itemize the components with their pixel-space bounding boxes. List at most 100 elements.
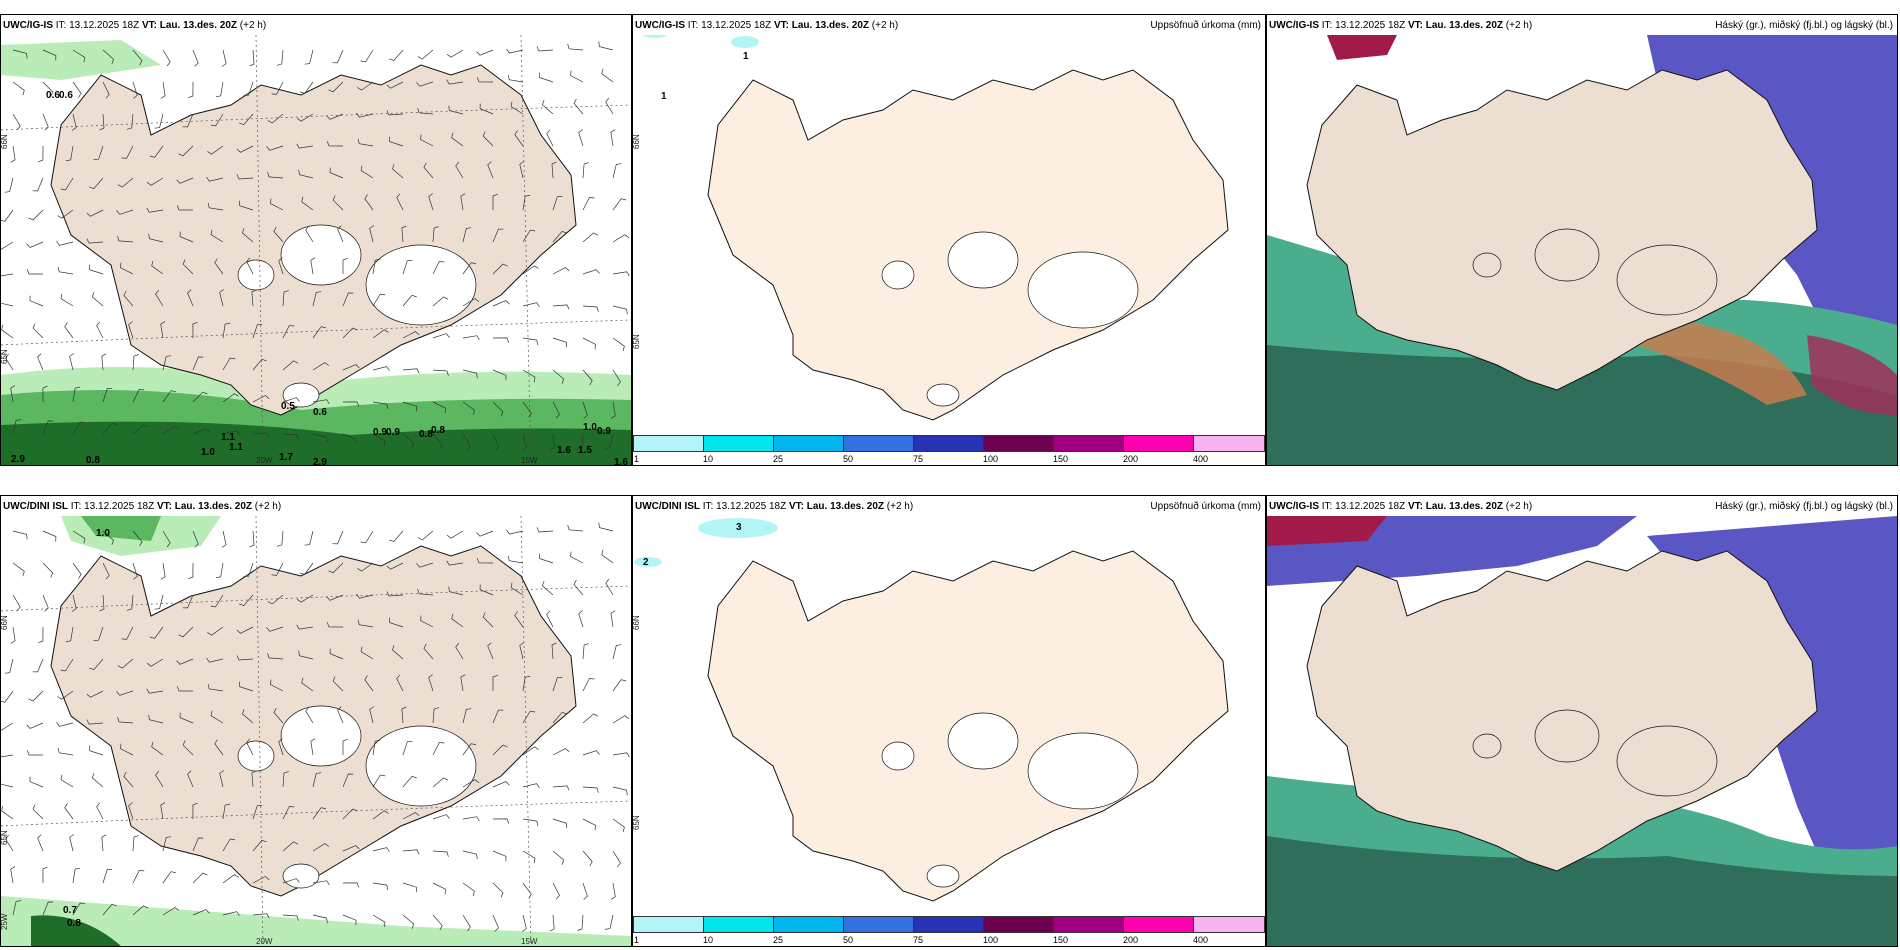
- wind-barb: [252, 876, 270, 884]
- colorbar-tick: 200: [1123, 935, 1139, 945]
- svg-text:65N: 65N: [633, 334, 641, 349]
- wind-barb: [369, 706, 375, 724]
- wind-barb: [162, 355, 172, 371]
- svg-text:0.9: 0.9: [373, 427, 387, 438]
- wind-barb: [487, 642, 494, 660]
- wind-barb: [492, 263, 508, 275]
- wind-barb: [252, 805, 263, 820]
- wind-barb: [312, 880, 330, 886]
- wind-barb: [214, 739, 224, 756]
- wind-barb: [610, 129, 616, 147]
- wind-barb: [612, 818, 625, 833]
- wind-barb: [276, 49, 284, 66]
- wind-barb: [372, 329, 389, 339]
- wind-barb: [236, 145, 254, 153]
- wind-barb: [126, 113, 134, 130]
- wind-barb: [214, 258, 224, 275]
- wind-barb: [372, 914, 386, 928]
- wind-barb: [476, 49, 494, 56]
- wind-barb: [10, 626, 16, 644]
- wind-barb: [146, 658, 164, 667]
- wind-barb: [37, 834, 44, 852]
- wind-barb: [206, 657, 224, 663]
- wind-barb: [72, 386, 80, 403]
- svg-text:0.6: 0.6: [46, 90, 60, 101]
- wind-barb: [282, 771, 289, 788]
- wind-barb: [601, 68, 614, 83]
- wind-barb: [282, 360, 299, 371]
- wind-barb: [271, 81, 284, 95]
- wind-barb: [522, 882, 532, 899]
- wind-barb: [192, 872, 208, 884]
- wind-barb: [479, 584, 494, 596]
- wind-barb: [26, 269, 43, 275]
- wind-barb: [65, 626, 74, 643]
- wind-barb: [154, 594, 164, 610]
- wind-barb: [251, 289, 257, 307]
- colorbar-box: [843, 435, 914, 452]
- wind-barb: [612, 644, 622, 660]
- svg-text:0.9: 0.9: [597, 426, 611, 437]
- wind-barb: [312, 399, 330, 405]
- precip-value-labels: 1.0 0.7 0.8: [63, 528, 110, 929]
- wind-barb: [356, 112, 374, 118]
- wind-barb: [72, 562, 82, 579]
- wind-barb: [612, 786, 628, 796]
- wind-barb: [1, 302, 14, 307]
- wind-barb: [182, 259, 194, 275]
- svg-text:0.5: 0.5: [281, 401, 295, 412]
- wind-barb: [102, 530, 114, 546]
- cloud-map: [1267, 35, 1897, 465]
- wind-barb: [1, 754, 14, 758]
- wind-barb: [60, 774, 74, 788]
- wind-barb: [507, 74, 524, 83]
- wind-barb: [492, 337, 510, 343]
- wind-barb: [364, 675, 374, 692]
- svg-text:1.1: 1.1: [221, 432, 235, 443]
- wind-barb: [462, 816, 480, 822]
- wind-barb: [12, 900, 22, 916]
- wind-barb: [215, 562, 224, 579]
- colorbar-box: [773, 435, 844, 452]
- wind-barb: [102, 49, 114, 65]
- wind-barb: [96, 802, 104, 820]
- wind-barb: [60, 658, 74, 672]
- precip-label: 1: [743, 51, 749, 62]
- wind-barb: [192, 802, 198, 820]
- wind-barb: [432, 914, 443, 931]
- wind-barb: [492, 433, 499, 451]
- wind-barb: [402, 331, 420, 339]
- wind-barb: [506, 529, 524, 535]
- wind-barb: [506, 48, 524, 54]
- wind-barb: [1, 324, 14, 339]
- wind-barb: [342, 845, 360, 852]
- wind-barb: [432, 369, 449, 376]
- wind-barb: [462, 850, 478, 860]
- wind-barb: [546, 129, 554, 147]
- precip-label: 3: [736, 522, 742, 533]
- wind-barb: [342, 401, 360, 407]
- wind-barb: [89, 177, 104, 190]
- wind-barb: [252, 432, 270, 438]
- wind-barb: [536, 527, 554, 533]
- wind-barb: [239, 681, 254, 692]
- wind-barb: [187, 289, 194, 307]
- wind-barb: [487, 161, 494, 179]
- wind-barb: [372, 810, 389, 820]
- wind-barb: [267, 653, 284, 660]
- wind-barb: [102, 387, 113, 403]
- wind-barb: [32, 804, 44, 820]
- colorbar-box: [843, 916, 914, 933]
- wind-barb: [612, 271, 630, 277]
- wind-barb: [273, 707, 284, 724]
- wind-barb: [29, 295, 44, 307]
- wind-barb: [332, 530, 344, 545]
- wind-barb: [577, 914, 584, 931]
- wind-barb: [176, 177, 194, 184]
- wind-barb: [342, 773, 354, 788]
- wind-barb: [342, 808, 358, 820]
- wind-barb: [116, 690, 134, 696]
- wind-barb: [402, 260, 413, 275]
- wind-barb: [296, 624, 314, 630]
- precip-map-panel-top: UWC/IG-IS IT: 13.12.2025 18Z VT: Lau. 13…: [632, 14, 1266, 466]
